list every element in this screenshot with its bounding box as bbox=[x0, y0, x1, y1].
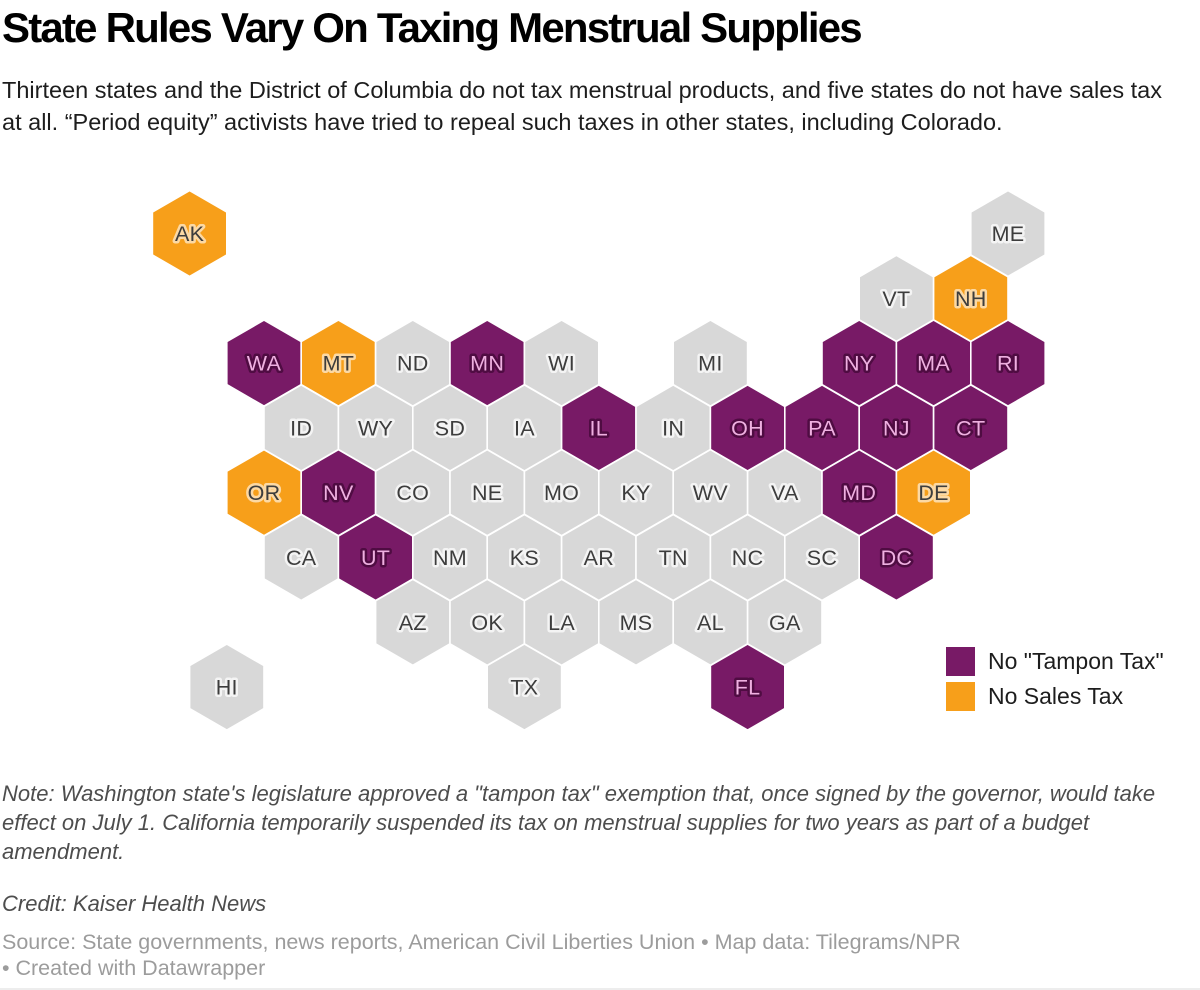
hex-label-WY: WY bbox=[358, 416, 393, 440]
hex-label-WA: WA bbox=[247, 352, 282, 376]
hex-label-MI: MI bbox=[698, 352, 722, 376]
hex-label-NH: NH bbox=[955, 287, 987, 311]
hex-label-AL: AL bbox=[697, 611, 724, 635]
hex-label-CT: CT bbox=[956, 416, 985, 440]
hex-AK[interactable] bbox=[151, 189, 228, 278]
chart-title: State Rules Vary On Taxing Menstrual Sup… bbox=[2, 4, 863, 51]
hex-label-MA: MA bbox=[917, 352, 950, 376]
chart-subtitle: Thirteen states and the District of Colu… bbox=[2, 77, 1162, 135]
hex-label-AR: AR bbox=[584, 546, 614, 570]
hex-label-MD: MD bbox=[842, 481, 876, 505]
bottom-divider bbox=[0, 988, 1200, 990]
hex-label-CA: CA bbox=[286, 546, 317, 570]
hex-label-NM: NM bbox=[433, 546, 467, 570]
hex-label-OK: OK bbox=[471, 611, 503, 635]
hex-label-DE: DE bbox=[918, 481, 948, 505]
hex-label-CO: CO bbox=[396, 481, 429, 505]
hex-label-WV: WV bbox=[693, 481, 729, 505]
hex-label-OH: OH bbox=[731, 416, 764, 440]
hex-label-OR: OR bbox=[248, 481, 281, 505]
hex-label-SD: SD bbox=[435, 416, 465, 440]
hex-label-DC: DC bbox=[881, 546, 913, 570]
hex-label-ID: ID bbox=[290, 416, 312, 440]
hex-label-LA: LA bbox=[548, 611, 575, 635]
hex-label-WI: WI bbox=[548, 352, 575, 376]
source-line-2: • Created with Datawrapper bbox=[2, 956, 266, 980]
hex-map-svg: AK ME VT NH WA MT ND MN WI MI NY MA RI ID WY SD IA IL IN OH… bbox=[151, 189, 1046, 731]
hex-label-GA: GA bbox=[769, 611, 801, 635]
hex-label-UT: UT bbox=[361, 546, 390, 570]
hex-label-KY: KY bbox=[621, 481, 650, 505]
chart-source: Source: State governments, news reports,… bbox=[2, 929, 1102, 981]
hex-label-MO: MO bbox=[544, 481, 579, 505]
hex-label-MN: MN bbox=[470, 352, 504, 376]
hex-HI[interactable] bbox=[188, 643, 265, 731]
legend-item-no-tampon-tax: No "Tampon Tax" bbox=[946, 647, 1164, 676]
source-line-1: Source: State governments, news reports,… bbox=[2, 930, 961, 954]
hex-label-NY: NY bbox=[844, 352, 874, 376]
hex-label-VT: VT bbox=[882, 287, 910, 311]
hex-label-HI: HI bbox=[216, 676, 238, 700]
hex-DC[interactable] bbox=[858, 513, 935, 602]
hex-label-SC: SC bbox=[807, 546, 837, 570]
hex-label-VA: VA bbox=[771, 481, 799, 505]
hex-label-FL: FL bbox=[735, 676, 761, 700]
legend: No "Tampon Tax" No Sales Tax bbox=[946, 647, 1164, 711]
hex-label-MT: MT bbox=[323, 352, 355, 376]
hex-label-NC: NC bbox=[732, 546, 764, 570]
hex-label-ND: ND bbox=[397, 352, 429, 376]
hex-FL[interactable] bbox=[709, 643, 786, 731]
hex-label-NE: NE bbox=[472, 481, 502, 505]
hex-label-IL: IL bbox=[590, 416, 609, 440]
legend-label-no-tampon-tax: No "Tampon Tax" bbox=[988, 648, 1164, 674]
hex-label-AZ: AZ bbox=[399, 611, 427, 635]
hex-label-PA: PA bbox=[808, 416, 836, 440]
hex-TX[interactable] bbox=[486, 643, 563, 731]
legend-swatch-no-tampon-tax bbox=[946, 647, 975, 676]
legend-swatch-no-sales-tax bbox=[946, 682, 975, 711]
legend-item-no-sales-tax: No Sales Tax bbox=[946, 682, 1164, 711]
hex-label-AK: AK bbox=[175, 222, 205, 246]
hex-label-IA: IA bbox=[514, 416, 535, 440]
hex-label-NV: NV bbox=[323, 481, 354, 505]
hex-label-KS: KS bbox=[510, 546, 539, 570]
hex-label-NJ: NJ bbox=[883, 416, 910, 440]
hex-label-ME: ME bbox=[992, 222, 1025, 246]
hex-label-RI: RI bbox=[997, 352, 1019, 376]
hex-label-TX: TX bbox=[510, 676, 538, 700]
legend-label-no-sales-tax: No Sales Tax bbox=[988, 683, 1124, 709]
chart-note: Note: Washington state's legislature app… bbox=[2, 781, 1156, 864]
chart-credit: Credit: Kaiser Health News bbox=[2, 891, 267, 916]
hex-label-IN: IN bbox=[662, 416, 684, 440]
hex-tile-map: AK ME VT NH WA MT ND MN WI MI NY MA RI ID WY SD IA IL IN OH… bbox=[0, 185, 1200, 743]
hex-label-MS: MS bbox=[620, 611, 653, 635]
hex-label-TN: TN bbox=[659, 546, 688, 570]
